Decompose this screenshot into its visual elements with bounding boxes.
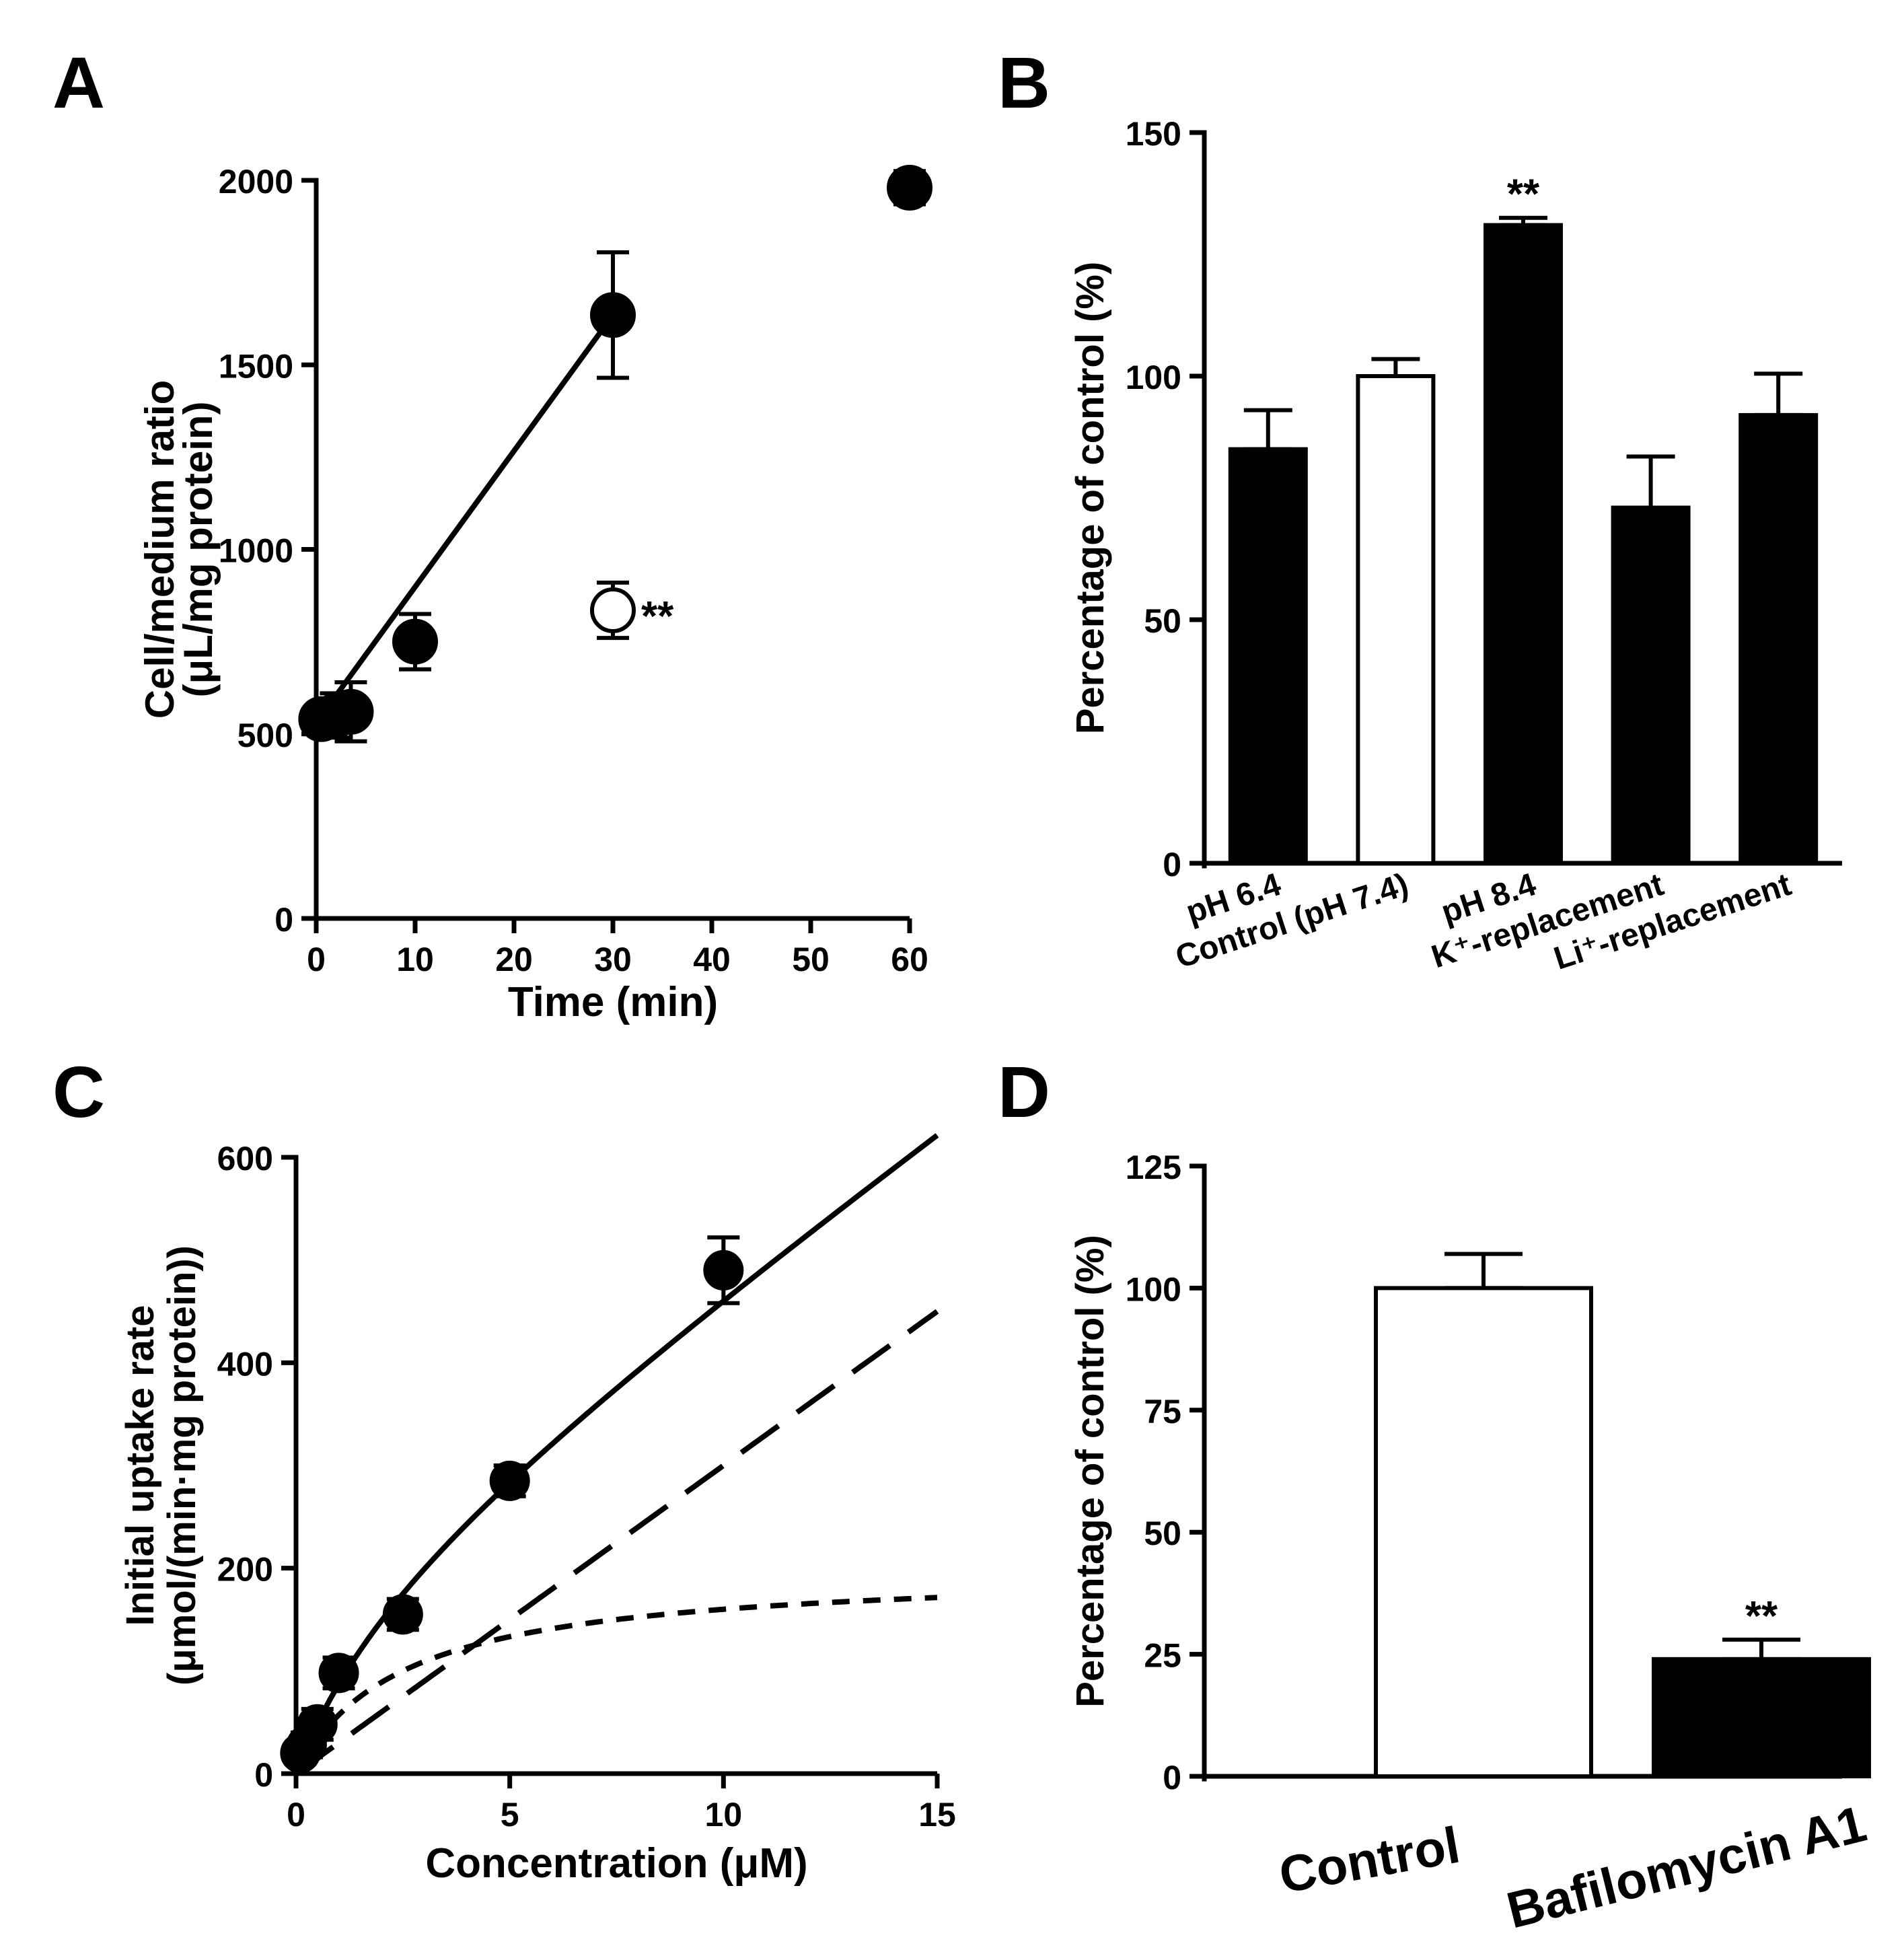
d-y-tick-label: 50 (1144, 1515, 1181, 1552)
d-y-tick-label: 100 (1126, 1270, 1181, 1308)
b-bar (1611, 505, 1691, 865)
b-y-tick-label: 50 (1144, 602, 1181, 640)
a-data-point (887, 164, 932, 211)
c-y-axis-subtitle: (μmol/(min·mg protein)) (160, 1245, 204, 1685)
b-bar (1738, 412, 1819, 865)
a-y-tick-label: 500 (237, 717, 293, 754)
a-data-point (392, 618, 438, 665)
c-y-tick-label: 400 (217, 1345, 273, 1383)
a-y-tick-label: 2000 (219, 163, 293, 201)
a-data-point-open (590, 587, 636, 634)
a-y-axis-title: Cell/medium ratio (137, 380, 182, 719)
c-data-point (703, 1249, 744, 1291)
d-x-tick-label: Bafilomycin A1 (1502, 1795, 1872, 1940)
a-y-tick-label: 1500 (219, 347, 293, 385)
a-x-tick-label: 50 (792, 941, 830, 978)
c-data-point (382, 1594, 423, 1635)
b-y-tick-label: 0 (1163, 846, 1181, 883)
c-y-tick-label: 0 (254, 1756, 273, 1794)
d-y-tick-label: 25 (1144, 1637, 1181, 1675)
b-bar (1228, 447, 1308, 865)
b-y-tick-label: 150 (1126, 115, 1181, 153)
panel-letter-b: B (998, 42, 1050, 123)
a-x-tick-label: 20 (495, 941, 533, 978)
a-data-point (328, 688, 374, 735)
c-x-tick-label: 15 (918, 1796, 956, 1834)
panel-letter-c: C (52, 1051, 105, 1132)
c-nonsaturable-curve (294, 1309, 939, 1776)
c-y-tick-label: 200 (217, 1551, 273, 1589)
d-x-tick-label: Control (1275, 1817, 1464, 1905)
c-x-axis-title: Concentration (μM) (425, 1840, 807, 1887)
c-y-axis-title: Initial uptake rate (118, 1305, 162, 1626)
b-bar (1356, 374, 1436, 865)
a-x-tick-label: 60 (891, 941, 928, 978)
a-x-axis-title: Time (min) (508, 979, 718, 1025)
d-bar (1652, 1657, 1871, 1778)
b-bar (1484, 223, 1563, 865)
a-fit-line (314, 313, 616, 725)
d-significance-label: ** (1745, 1593, 1778, 1640)
d-y-tick-label: 125 (1126, 1149, 1181, 1186)
a-x-tick-label: 30 (594, 941, 632, 978)
a-y-tick-label: 1000 (219, 532, 293, 570)
c-data-point (297, 1704, 338, 1745)
b-y-axis-title: Percentage of control (%) (1068, 262, 1112, 735)
a-x-tick-label: 0 (307, 941, 326, 978)
c-y-tick-label: 600 (217, 1140, 273, 1177)
d-y-axis-title: Percentage of control (%) (1068, 1235, 1112, 1708)
c-x-tick-label: 5 (501, 1796, 519, 1834)
c-x-tick-label: 10 (705, 1796, 743, 1834)
c-data-point (489, 1460, 530, 1501)
a-x-tick-label: 40 (693, 941, 731, 978)
a-y-axis-subtitle: (μL/mg protein) (176, 402, 221, 698)
a-significance-label: ** (641, 593, 674, 640)
b-y-tick-label: 100 (1126, 359, 1181, 396)
c-data-point (318, 1653, 359, 1694)
d-y-tick-label: 75 (1144, 1393, 1181, 1430)
panel-letter-a: A (52, 42, 105, 123)
d-bar (1374, 1286, 1593, 1778)
b-significance-label: ** (1507, 172, 1540, 218)
c-x-tick-label: 0 (287, 1796, 305, 1834)
c-saturable-curve (293, 1595, 938, 1775)
a-y-tick-label: 0 (274, 901, 293, 939)
d-y-tick-label: 0 (1163, 1759, 1181, 1796)
c-total-curve (293, 1133, 939, 1775)
a-x-tick-label: 10 (396, 941, 434, 978)
a-data-point (590, 292, 636, 338)
panel-letter-d: D (998, 1051, 1050, 1132)
